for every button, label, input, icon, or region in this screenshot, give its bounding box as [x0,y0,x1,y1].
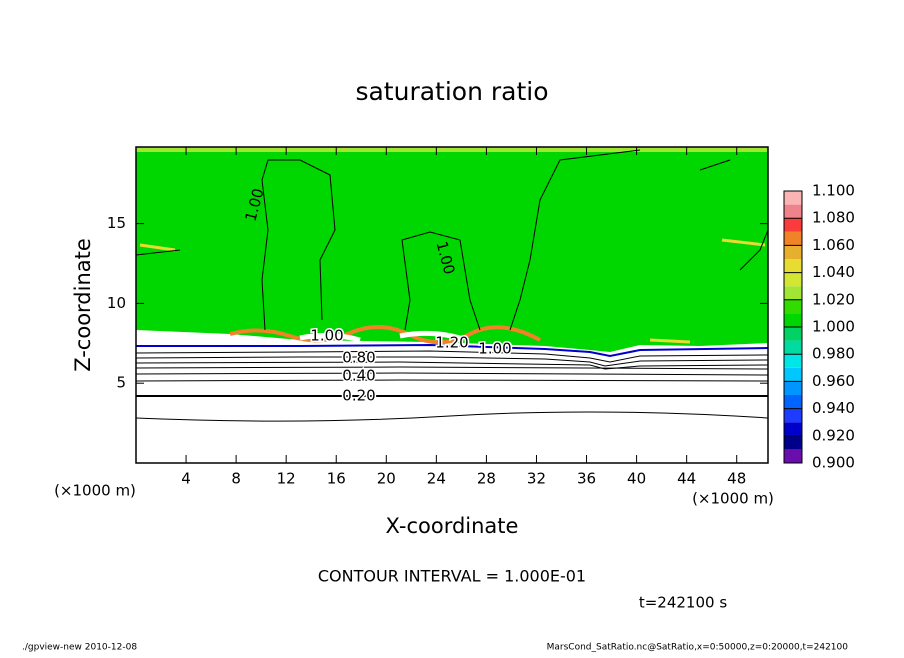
colorbar-band [784,422,802,436]
chart-title: saturation ratio [355,77,548,106]
colorbar-band [784,191,802,205]
colorbar-band [784,245,802,259]
colorbar-band [784,286,802,300]
footer-right: MarsCond_SatRatio.nc@SatRatio,x=0:50000,… [547,643,849,653]
x-tick-label: 40 [627,470,646,488]
colorbar-tick-label: 1.020 [812,290,855,308]
footer-left: ./gpview-new 2010-12-08 [22,643,137,653]
colorbar-band [784,259,802,273]
time-label: t=242100 s [639,594,727,612]
colorbar-band [784,449,802,463]
colorbar-band [784,231,802,246]
x-tick-label: 16 [327,470,346,488]
colorbar-tick-label: 1.040 [812,263,855,281]
contour-label: 0.20 [342,387,375,405]
x-unit-right: (×1000 m) [692,490,774,508]
x-tick-label: 32 [527,470,546,488]
colorbar-tick-label: 1.100 [812,182,855,200]
contour-label: 0.40 [342,367,375,385]
colorbar-tick-label: 1.000 [812,318,855,336]
x-tick-label: 36 [577,470,596,488]
x-axis-label: X-coordinate [386,514,519,538]
field [135,147,769,463]
plot-frame [135,146,769,464]
colorbar-band [784,435,802,450]
colorbar-tick-label: 0.920 [812,426,855,444]
field-top [136,147,768,152]
colorbar-tick-label: 0.960 [812,372,855,390]
field-edge [136,343,769,358]
field-peak [229,324,541,345]
field-peak-white [299,330,461,343]
y-axis-label: Z-coordinate [71,238,95,372]
colorbar-tick-label: 1.080 [812,209,855,227]
contour-interval: CONTOUR INTERVAL = 1.000E-01 [318,567,586,586]
colorbar-tick-label: 0.940 [812,399,855,417]
colorbar-tick-label: 1.060 [812,236,855,254]
contour-label: 1.20 [435,334,468,352]
colorbar-band [784,218,802,232]
colorbar-band [784,381,802,395]
colorbar-band [784,367,802,382]
x-tick-label: 4 [181,470,191,488]
field-spots [139,238,766,344]
y-tick-label: 10 [107,294,126,312]
contour-label: 1.00 [478,340,511,358]
colorbar-tick-label: 0.980 [812,345,855,363]
y-tick-label: 5 [116,374,126,392]
x-tick-label: 20 [377,470,396,488]
contour-lines [135,149,769,422]
colorbar-band [784,299,802,314]
x-tick-label: 28 [477,470,496,488]
colorbar-band [784,354,802,368]
colorbar-band [784,327,802,341]
x-tick-label: 24 [427,470,446,488]
colorbar-band [784,313,802,327]
x-tick-label: 48 [727,470,746,488]
x-unit: (×1000 m) [54,482,136,500]
x-tick-label: 44 [677,470,696,488]
contour-label: 0.80 [342,349,375,367]
colorbar-band [784,408,802,423]
y-tick-label: 15 [107,214,126,232]
colorbar-band [784,204,802,219]
field-green [136,147,768,352]
contour-label: 1.00 [310,327,343,345]
x-tick-label: 8 [231,470,241,488]
colorbar-band [784,340,802,355]
colorbar-tick-label: 0.900 [812,454,855,472]
colorbar-band [784,395,802,409]
x-tick-label: 12 [277,470,296,488]
colorbar-band [784,272,802,287]
